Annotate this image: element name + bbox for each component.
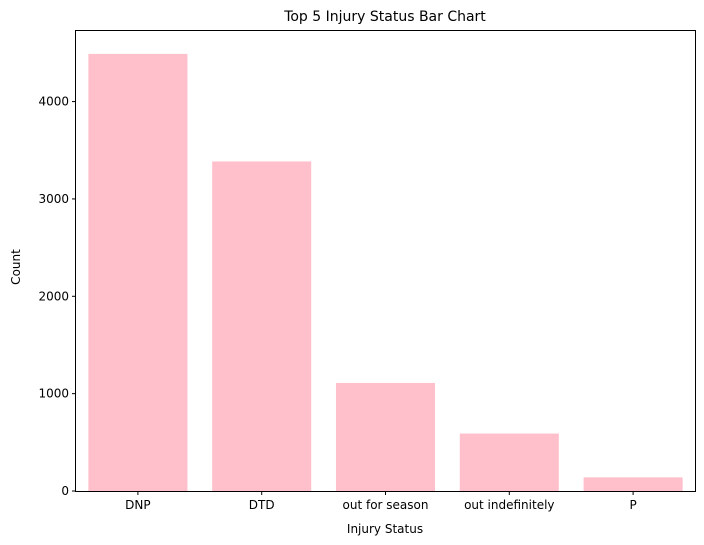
x-axis-label: Injury Status — [347, 522, 423, 536]
chart-title: Top 5 Injury Status Bar Chart — [283, 9, 486, 25]
x-tick-label: out for season — [343, 498, 429, 512]
y-tick-label: 0 — [61, 484, 69, 498]
bar-2 — [335, 382, 436, 491]
x-tick-label: DNP — [125, 498, 150, 512]
y-tick-label: 2000 — [38, 289, 69, 303]
x-tick-label: DTD — [249, 498, 275, 512]
x-tick-label: out indefinitely — [464, 498, 554, 512]
plot-frame — [75, 30, 696, 492]
y-tick-label: 4000 — [38, 95, 69, 109]
y-tick-label: 3000 — [38, 192, 69, 206]
bars-group — [88, 53, 683, 492]
bar-4 — [583, 477, 683, 491]
bar-3 — [459, 433, 559, 491]
x-ticks-group: DNP DTD out for season out indefinitely P — [125, 491, 637, 512]
y-tick-label: 1000 — [38, 387, 69, 401]
bar-0 — [88, 53, 188, 492]
y-axis-label: Count — [9, 249, 23, 285]
x-tick-label: P — [629, 498, 636, 512]
bar-1 — [212, 161, 312, 492]
y-ticks-group: 0 1000 2000 3000 4000 — [38, 95, 76, 498]
